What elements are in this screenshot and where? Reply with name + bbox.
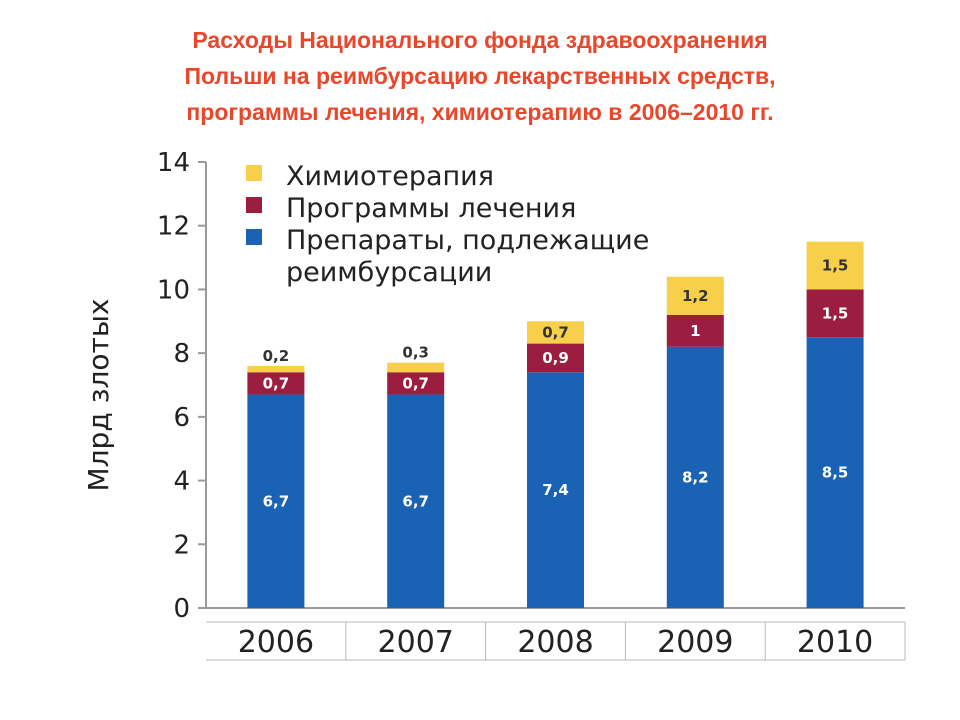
category-label: 2010 (797, 625, 873, 660)
data-label: 8,5 (822, 464, 849, 482)
bar-segment-2006-s1 (247, 372, 305, 395)
data-label: 0,7 (263, 374, 290, 392)
y-tick-label: 12 (157, 212, 190, 242)
y-tick-label: 4 (173, 467, 190, 497)
data-label: 0,7 (402, 374, 429, 392)
data-label: 0,3 (402, 344, 429, 362)
y-tick-label: 10 (157, 275, 190, 305)
bar-segment-2009-s0 (666, 346, 724, 608)
data-label: 6,7 (402, 492, 429, 510)
bar-segment-2006-s0 (247, 394, 305, 608)
data-label: 6,7 (263, 492, 290, 510)
slide-title: Расходы Национального фонда здравоохране… (0, 22, 960, 130)
bar-segment-2008-s2 (527, 321, 584, 344)
y-axis-label: Млрд злотых (82, 299, 115, 492)
y-tick-label: 8 (173, 339, 190, 369)
legend-label: Препараты, подлежащие (286, 225, 649, 256)
title-line-2: Польши на реимбурсацию лекарственных сре… (184, 63, 776, 89)
bar-segment-2010-s2 (806, 241, 864, 290)
title-line-1: Расходы Национального фонда здравоохране… (192, 27, 768, 53)
data-label: 1,5 (822, 304, 849, 322)
legend-label: реимбурсации (286, 257, 492, 288)
data-label: 7,4 (542, 481, 569, 499)
data-label: 1 (690, 322, 700, 340)
y-tick-label: 6 (173, 403, 190, 433)
y-tick-label: 0 (173, 594, 190, 624)
category-label: 2009 (657, 625, 733, 660)
data-label: 0,7 (542, 323, 569, 341)
bar-segment-2009-s1 (666, 314, 724, 347)
legend-label: Программы лечения (286, 193, 576, 224)
category-label: 2006 (238, 625, 314, 660)
category-label: 2007 (378, 625, 454, 660)
bar-segment-2008-s0 (527, 372, 584, 608)
legend-swatch (246, 197, 262, 213)
y-tick-label: 14 (157, 148, 190, 178)
y-tick-label: 2 (173, 530, 190, 560)
legend-swatch (246, 165, 262, 181)
bar-segment-2010-s1 (806, 289, 864, 338)
data-label: 0,9 (542, 349, 569, 367)
data-label: 8,2 (682, 468, 709, 486)
data-label: 0,2 (263, 347, 290, 365)
legend-label: Химиотерапия (286, 161, 494, 192)
bar-segment-2007-s0 (387, 394, 445, 608)
bar-segment-2010-s0 (806, 337, 864, 608)
data-label: 1,2 (682, 287, 709, 305)
legend-swatch (246, 229, 262, 245)
bar-segment-2009-s2 (666, 276, 724, 315)
title-line-3: программы лечения, химиотерапию в 2006–2… (186, 99, 774, 125)
bar-segment-2007-s1 (387, 372, 445, 395)
bar-segment-2008-s1 (527, 343, 584, 373)
bar-segment-2006-s2 (247, 365, 305, 373)
category-label: 2008 (517, 625, 593, 660)
bar-segment-2007-s2 (387, 362, 445, 373)
data-label: 1,5 (822, 257, 849, 275)
